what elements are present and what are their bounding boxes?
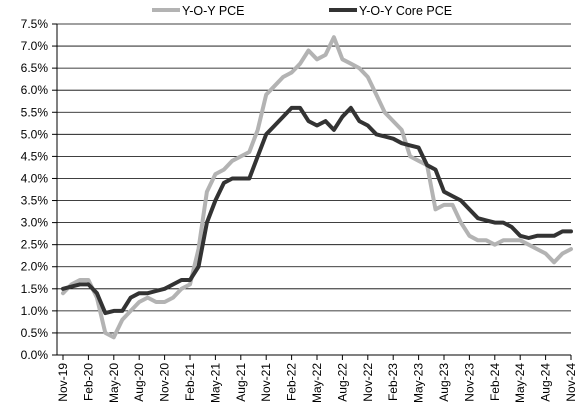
y-tick-label: 0.0% (21, 348, 49, 362)
y-tick-label: 3.0% (21, 216, 49, 230)
x-tick-label: Aug-24 (539, 363, 553, 402)
y-tick-label: 2.0% (21, 260, 49, 274)
x-tick-label: May-22 (310, 363, 324, 403)
legend-label: Y-O-Y PCE (182, 4, 245, 18)
x-tick-label: Nov-19 (56, 363, 70, 402)
y-axis-ticks: 0.0% 0.5% 1.0% 1.5% 2.0% 2.5% 3.0% 3.5% 4.0% 4.5%… (21, 17, 57, 362)
x-tick-label: Nov-24 (564, 363, 578, 402)
x-tick-label: Aug-21 (234, 363, 248, 402)
series-line-pce (61, 35, 573, 340)
series-lines (61, 35, 573, 340)
x-tick-label: Aug-23 (437, 363, 451, 402)
y-tick-label: 4.0% (21, 171, 49, 185)
x-tick-label: May-23 (412, 363, 426, 403)
x-tick-label: Aug-20 (132, 363, 146, 402)
x-tick-label: Nov-23 (462, 363, 476, 402)
y-tick-label: 2.5% (21, 238, 49, 252)
x-axis-ticks: Nov-19 Feb-20 May-20 Aug-20 Nov-20 Feb-21 May-… (56, 355, 578, 403)
y-tick-label: 7.5% (21, 17, 49, 31)
x-tick-label: Feb-24 (488, 363, 502, 401)
x-tick-label: Aug-22 (335, 363, 349, 402)
gridlines (57, 23, 571, 334)
x-tick-label: May-24 (513, 363, 527, 403)
x-tick-label: May-21 (208, 363, 222, 403)
legend: Y-O-Y PCE Y-O-Y Core PCE (152, 4, 452, 18)
y-tick-label: 1.0% (21, 304, 49, 318)
x-tick-label: Feb-20 (81, 363, 95, 401)
y-tick-label: 0.5% (21, 326, 49, 340)
y-tick-label: 6.5% (21, 61, 49, 75)
y-tick-label: 5.5% (21, 105, 49, 119)
x-tick-label: Nov-20 (158, 363, 172, 402)
x-tick-label: May-20 (107, 363, 121, 403)
x-tick-label: Feb-22 (285, 363, 299, 401)
y-tick-label: 3.5% (21, 194, 49, 208)
y-tick-label: 5.0% (21, 127, 49, 141)
y-tick-label: 1.5% (21, 282, 49, 296)
x-tick-label: Nov-22 (361, 363, 375, 402)
legend-label: Y-O-Y Core PCE (359, 4, 452, 18)
x-tick-label: Feb-21 (183, 363, 197, 401)
series-line-core-pce (61, 105, 573, 316)
y-tick-label: 6.0% (21, 83, 49, 97)
y-tick-label: 7.0% (21, 39, 49, 53)
x-tick-label: Feb-23 (386, 363, 400, 401)
x-tick-label: Nov-21 (259, 363, 273, 402)
axes (56, 24, 571, 356)
y-tick-label: 4.5% (21, 149, 49, 163)
